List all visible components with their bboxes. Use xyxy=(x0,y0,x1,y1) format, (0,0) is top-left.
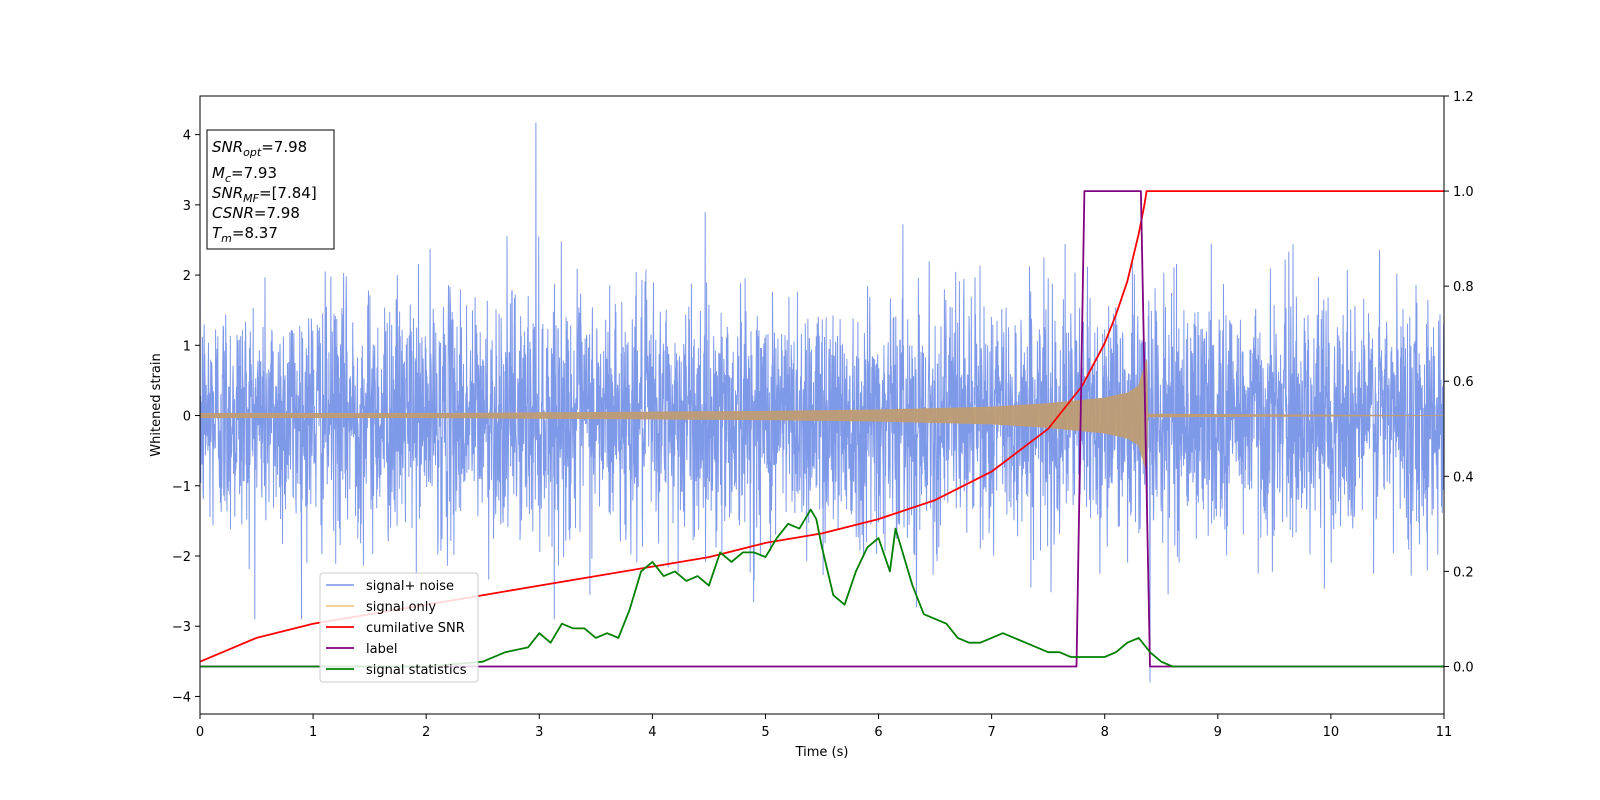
signal-only-trace xyxy=(199,359,1444,472)
svg-text:SNRopt=7.98: SNRopt=7.98 xyxy=(212,138,307,159)
svg-text:SNRMF=[7.84]: SNRMF=[7.84] xyxy=(212,184,317,205)
snr-opt-label: SNR xyxy=(212,138,243,156)
csnr-value: =7.98 xyxy=(254,204,300,222)
snr-mf-label: SNR xyxy=(212,184,243,202)
x-tick-label: 0 xyxy=(196,725,204,740)
left-tick-label: 2 xyxy=(183,269,191,284)
x-tick-label: 8 xyxy=(1101,725,1109,740)
left-tick-label: 3 xyxy=(183,199,191,214)
signal-only-envelope xyxy=(199,359,1444,472)
mc-label: M xyxy=(212,164,225,182)
right-tick-label: 1.0 xyxy=(1453,185,1474,200)
left-tick-label: −4 xyxy=(172,690,191,705)
right-tick-label: 0.8 xyxy=(1453,280,1474,295)
svg-text:signal statistics: signal statistics xyxy=(366,663,467,678)
snr-opt-value: =7.98 xyxy=(261,138,307,156)
x-axis-label: Time (s) xyxy=(795,745,849,760)
right-tick-label: 0.2 xyxy=(1453,565,1474,580)
right-tick-label: 0.0 xyxy=(1453,660,1474,675)
x-tick-label: 5 xyxy=(761,725,769,740)
info-box: SNRopt=7.98 Mc=7.93 SNRMF=[7.84] CSNR=7.… xyxy=(206,129,335,250)
svg-text:Mc=7.93: Mc=7.93 xyxy=(212,164,277,185)
right-tick-label: 0.4 xyxy=(1453,470,1474,485)
tm-label: T xyxy=(212,224,223,242)
svg-text:signal+ noise: signal+ noise xyxy=(366,579,454,594)
mc-subscript: c xyxy=(225,172,231,185)
left-tick-label: −1 xyxy=(172,480,191,495)
left-tick-label: −2 xyxy=(172,550,191,565)
legend-item-label: label xyxy=(326,642,397,657)
right-axis-ticks: 0.0 0.2 0.4 0.6 0.8 1.0 1.2 xyxy=(1444,90,1474,675)
legend-item-signal-noise: signal+ noise xyxy=(326,579,454,594)
csnr-label: CSNR xyxy=(212,204,254,222)
legend-item-signal-only: signal only xyxy=(326,600,436,615)
left-tick-label: −3 xyxy=(172,620,191,635)
right-tick-label: 1.2 xyxy=(1453,90,1474,105)
svg-text:cumilative SNR: cumilative SNR xyxy=(366,621,465,636)
legend-item-signal-statistics: signal statistics xyxy=(326,663,467,678)
snr-mf-value: =[7.84] xyxy=(259,184,317,202)
svg-text:signal only: signal only xyxy=(366,600,436,615)
x-tick-label: 2 xyxy=(422,725,430,740)
x-axis-ticks: 0 1 2 3 4 5 6 7 8 9 10 11 xyxy=(196,714,1452,740)
x-tick-label: 9 xyxy=(1214,725,1222,740)
svg-text:label: label xyxy=(366,642,397,657)
tm-value: =8.37 xyxy=(232,224,278,242)
snr-opt-subscript: opt xyxy=(243,146,262,159)
right-tick-label: 0.6 xyxy=(1453,375,1474,390)
plot-frame xyxy=(199,95,1445,715)
x-tick-label: 1 xyxy=(309,725,317,740)
left-tick-label: 1 xyxy=(183,339,191,354)
x-tick-label: 11 xyxy=(1436,725,1453,740)
legend: signal+ noise signal only cumilative SNR… xyxy=(319,572,479,683)
tm-subscript: m xyxy=(221,232,232,245)
y-axis-label: Whitened strain xyxy=(149,353,164,456)
x-tick-label: 4 xyxy=(648,725,656,740)
svg-text:Tm=8.37: Tm=8.37 xyxy=(212,224,278,245)
x-tick-label: 10 xyxy=(1323,725,1340,740)
x-tick-label: 7 xyxy=(987,725,995,740)
x-tick-label: 6 xyxy=(874,725,882,740)
legend-item-cumulative-snr: cumilative SNR xyxy=(326,621,465,636)
left-tick-label: 0 xyxy=(183,410,191,425)
left-tick-label: 4 xyxy=(183,129,191,144)
snr-mf-subscript: MF xyxy=(243,192,259,205)
svg-text:CSNR=7.98: CSNR=7.98 xyxy=(212,204,300,222)
x-tick-label: 3 xyxy=(535,725,543,740)
left-axis-ticks: −4 −3 −2 −1 0 1 2 3 4 xyxy=(172,129,200,705)
signal-statistics-line xyxy=(200,508,1444,668)
mc-value: =7.93 xyxy=(231,164,277,182)
